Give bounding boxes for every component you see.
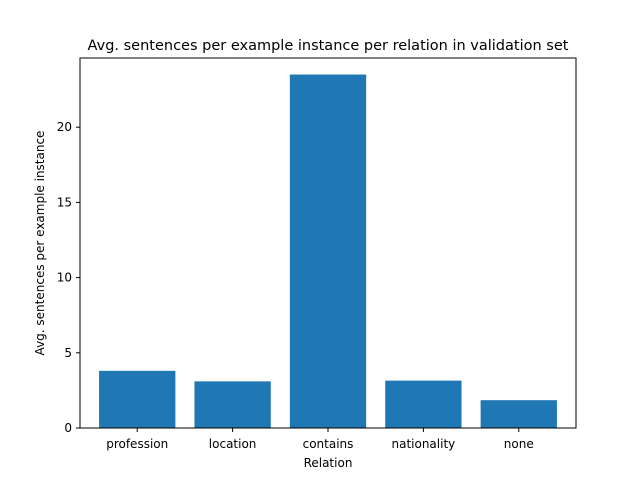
x-axis: profession location contains nationality non… [106,428,534,451]
y-tick-label-15: 15 [57,195,72,209]
bar-profession [99,370,176,428]
y-tick-label-0: 0 [64,421,72,435]
x-tick-label-profession: profession [106,437,168,451]
x-tick-label-none: none [504,437,534,451]
bar-nationality [385,380,462,428]
y-tick-label-20: 20 [57,120,72,134]
y-tick-label-10: 10 [57,271,72,285]
bar-contains [289,74,367,429]
y-axis: 0 5 10 15 20 [57,120,80,435]
chart-title: Avg. sentences per example instance per … [88,38,569,54]
bars-group [99,74,557,429]
x-tick-label-nationality: nationality [391,437,455,451]
bar-none [480,400,557,428]
y-axis-label: Avg. sentences per example instance [33,131,47,356]
y-tick-label-5: 5 [64,346,72,360]
bar-location [194,381,271,428]
x-tick-label-location: location [209,437,257,451]
x-tick-label-contains: contains [303,437,354,451]
x-axis-label: Relation [304,456,353,470]
